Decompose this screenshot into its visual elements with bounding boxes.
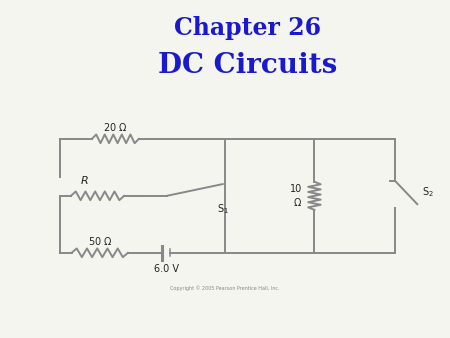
- Text: Chapter 26: Chapter 26: [174, 16, 321, 40]
- Text: 6.0 V: 6.0 V: [154, 264, 179, 273]
- Text: Copyright © 2005 Pearson Prentice Hall, Inc.: Copyright © 2005 Pearson Prentice Hall, …: [170, 285, 280, 291]
- Text: 50 $\Omega$: 50 $\Omega$: [88, 235, 112, 247]
- Text: DC Circuits: DC Circuits: [158, 52, 337, 78]
- Text: 20 $\Omega$: 20 $\Omega$: [103, 121, 128, 133]
- Text: S$_2$: S$_2$: [422, 186, 434, 199]
- Text: $R$: $R$: [80, 174, 89, 187]
- Text: 10
$\Omega$: 10 $\Omega$: [290, 184, 302, 208]
- Text: S$_1$: S$_1$: [217, 202, 229, 216]
